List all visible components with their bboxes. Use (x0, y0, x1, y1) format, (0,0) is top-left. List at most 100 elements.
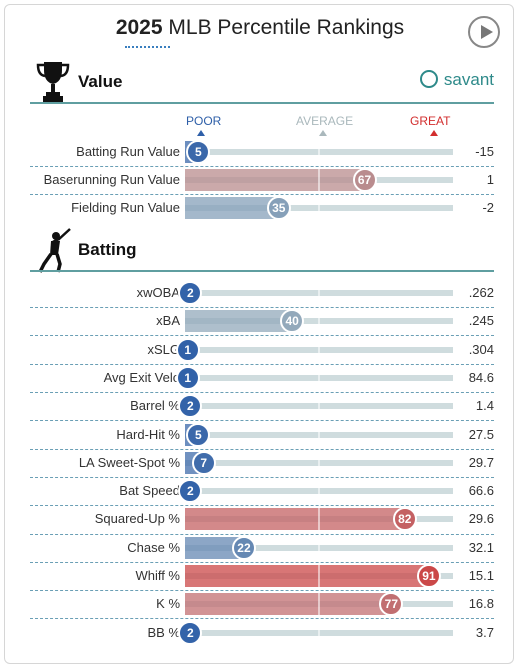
metric-value: 16.8 (468, 596, 494, 612)
average-tick (318, 169, 320, 191)
metric-label: Batting Run Value (76, 144, 180, 159)
title-underline (125, 46, 170, 48)
average-arrow-icon (319, 130, 327, 136)
percentile-badge[interactable]: 82 (392, 507, 417, 532)
average-tick (318, 141, 320, 163)
scale-poor-label: POOR (186, 114, 222, 128)
percentile-bar[interactable] (185, 565, 429, 587)
metric-label: Chase % (127, 539, 180, 555)
poor-arrow-icon (197, 130, 205, 136)
average-tick (318, 197, 320, 219)
savant-logo[interactable]: savant (419, 70, 494, 90)
metric-value: 29.7 (468, 454, 494, 470)
metric-label: Bat Speed (119, 483, 180, 499)
metric-value: .245 (468, 313, 494, 329)
average-tick (318, 508, 320, 531)
row-divider (30, 562, 494, 563)
metric-label: K % (156, 596, 180, 612)
metric-label: xSLG (147, 341, 180, 357)
percentile-badge[interactable]: 1 (175, 337, 200, 362)
metric-label: Hard-Hit % (116, 426, 180, 442)
scale-average-label: AVERAGE (296, 114, 354, 128)
metric-label: Barrel % (130, 398, 180, 414)
scale-great-label: GREAT (410, 114, 451, 128)
metric-value: -15 (475, 144, 494, 159)
section-rule (30, 102, 494, 104)
metric-label: xwOBA (136, 285, 180, 300)
metric-label: Baserunning Run Value (43, 172, 180, 187)
metric-value: 1 (486, 172, 494, 187)
percentile-bar[interactable] (185, 508, 405, 531)
metric-label: LA Sweet-Spot % (78, 454, 180, 470)
metric-value: 84.6 (468, 369, 494, 385)
row-divider (30, 618, 494, 619)
metric-label: xBA (156, 313, 180, 329)
percentile-badge[interactable]: 5 (186, 422, 211, 447)
average-tick (318, 565, 320, 587)
metric-label: BB % (147, 624, 180, 640)
metric-label: Fielding Run Value (71, 200, 180, 215)
percentile-bar[interactable] (185, 169, 365, 191)
row-divider (30, 392, 494, 393)
great-arrow-icon (430, 130, 438, 136)
metric-value: 1.4 (475, 398, 494, 414)
section-rule (30, 270, 494, 272)
section-header-batting: Batting (30, 226, 494, 273)
row-divider (30, 364, 494, 365)
metric-value: .304 (468, 341, 494, 357)
baseball-icon (419, 70, 438, 88)
average-tick (318, 366, 320, 389)
percentile-badge[interactable]: 7 (191, 450, 216, 475)
metric-value: 27.5 (468, 426, 494, 442)
metric-value: -2 (482, 200, 494, 215)
metric-value: 29.6 (468, 511, 494, 527)
page-title: 2025 MLB Percentile Rankings (0, 16, 520, 40)
metric-value: 66.6 (468, 483, 494, 499)
average-tick (318, 621, 320, 644)
row-divider (30, 166, 494, 167)
percentile-badge[interactable]: 2 (178, 394, 203, 419)
metric-label: Whiff % (135, 568, 180, 583)
section-label: Value (78, 72, 123, 91)
percentile-badge[interactable]: 1 (175, 365, 200, 390)
percentile-bar[interactable] (185, 310, 293, 333)
section-label: Batting (78, 240, 137, 259)
percentile-badge[interactable]: 91 (416, 564, 441, 588)
row-divider (30, 449, 494, 450)
brand-name: savant (443, 70, 494, 89)
percentile-badge[interactable]: 2 (178, 620, 203, 645)
average-tick (318, 395, 320, 418)
play-icon[interactable] (468, 16, 500, 48)
trophy-icon (36, 62, 70, 102)
percentile-badge[interactable]: 22 (231, 535, 256, 560)
metric-label: Squared-Up % (94, 511, 180, 527)
percentile-badge[interactable]: 67 (352, 168, 377, 192)
row-divider (30, 477, 494, 478)
average-tick (318, 593, 320, 616)
percentile-badge[interactable]: 2 (178, 281, 203, 305)
title-year: 2025 (115, 16, 163, 39)
section-header-value: Value savant (30, 58, 494, 104)
percentile-bar[interactable] (185, 593, 392, 616)
average-tick (318, 451, 320, 474)
percentile-badge[interactable]: 77 (379, 592, 404, 617)
percentile-bar[interactable] (185, 197, 279, 219)
row-divider (30, 194, 494, 195)
percentile-bar[interactable] (185, 536, 244, 559)
metric-value: .262 (468, 285, 494, 300)
row-divider (30, 420, 494, 421)
average-tick (318, 282, 320, 304)
percentile-badge[interactable]: 2 (178, 479, 203, 504)
row-divider (30, 534, 494, 535)
batter-icon (38, 228, 71, 273)
percentile-badge[interactable]: 40 (280, 309, 305, 334)
average-tick (318, 310, 320, 333)
row-divider (30, 505, 494, 506)
percentile-badge[interactable]: 35 (266, 196, 291, 220)
percentile-badge[interactable]: 5 (186, 140, 211, 164)
metric-value: 15.1 (468, 568, 494, 583)
average-tick (318, 536, 320, 559)
row-divider (30, 590, 494, 591)
title-text: MLB Percentile Rankings (168, 16, 405, 39)
metric-value: 3.7 (475, 624, 494, 640)
